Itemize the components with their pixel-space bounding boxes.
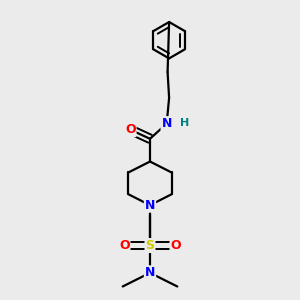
Text: O: O [125,123,136,136]
Text: S: S [146,239,154,252]
Text: N: N [145,199,155,212]
Text: N: N [145,266,155,279]
Text: O: O [170,239,181,252]
Text: H: H [180,118,190,128]
Text: O: O [119,239,130,252]
Text: N: N [161,117,172,130]
